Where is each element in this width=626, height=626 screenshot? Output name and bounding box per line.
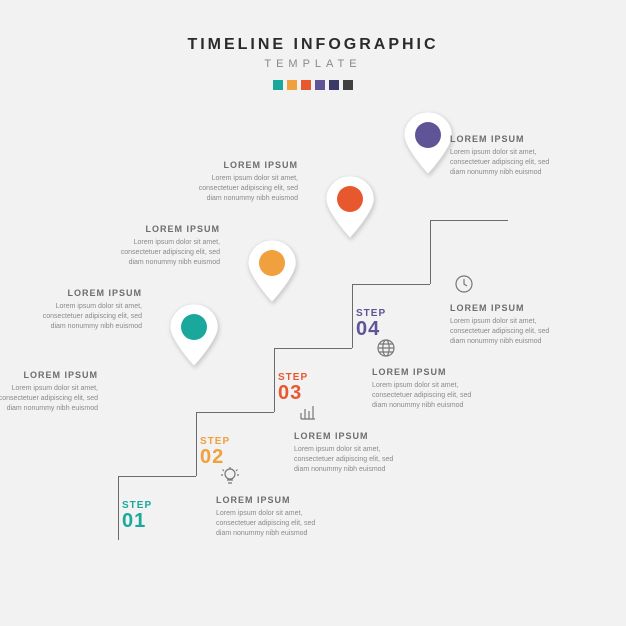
text-body: Lorem ipsum dolor sit amet, consectetuer… <box>0 384 98 414</box>
step-label: STEP01 <box>122 500 152 531</box>
text-body: Lorem ipsum dolor sit amet, consectetuer… <box>216 509 316 539</box>
stair-riser <box>196 412 197 476</box>
map-pin <box>170 304 218 366</box>
text-block: LOREM IPSUM Lorem ipsum dolor sit amet, c… <box>0 370 98 414</box>
text-heading: LOREM IPSUM <box>120 224 220 234</box>
map-pin <box>326 176 374 238</box>
text-heading: LOREM IPSUM <box>198 160 298 170</box>
text-body: Lorem ipsum dolor sit amet, consectetuer… <box>42 302 142 332</box>
text-block: LOREM IPSUM Lorem ipsum dolor sit amet, c… <box>120 224 220 268</box>
text-heading: LOREM IPSUM <box>294 431 394 441</box>
step-label: STEP04 <box>356 308 386 339</box>
stair-riser <box>430 220 431 284</box>
text-block: LOREM IPSUM Lorem ipsum dolor sit amet, c… <box>216 495 316 539</box>
step-label: STEP03 <box>278 372 308 403</box>
bulb-icon <box>220 466 240 486</box>
step-number: 01 <box>122 511 152 531</box>
text-block: LOREM IPSUM Lorem ipsum dolor sit amet, c… <box>450 134 550 178</box>
text-block: LOREM IPSUM Lorem ipsum dolor sit amet, c… <box>42 288 142 332</box>
text-heading: LOREM IPSUM <box>0 370 98 380</box>
text-block: LOREM IPSUM Lorem ipsum dolor sit amet, c… <box>294 431 394 475</box>
text-block: LOREM IPSUM Lorem ipsum dolor sit amet, c… <box>198 160 298 204</box>
stair-tread <box>352 284 430 285</box>
bars-icon <box>298 402 318 422</box>
stair-tread <box>430 220 508 221</box>
text-heading: LOREM IPSUM <box>450 134 550 144</box>
stair-riser <box>274 348 275 412</box>
text-body: Lorem ipsum dolor sit amet, consectetuer… <box>294 445 394 475</box>
infographic-canvas: STEP01 LOREM IPSUM Lorem ipsum dolor sit a… <box>0 0 626 626</box>
map-pin <box>404 112 452 174</box>
step-number: 03 <box>278 383 308 403</box>
text-body: Lorem ipsum dolor sit amet, consectetuer… <box>198 174 298 204</box>
text-heading: LOREM IPSUM <box>372 367 472 377</box>
text-heading: LOREM IPSUM <box>450 303 550 313</box>
step-number: 04 <box>356 319 386 339</box>
stair-tread <box>196 412 274 413</box>
stair-tread <box>118 476 196 477</box>
step-number: 02 <box>200 447 230 467</box>
text-body: Lorem ipsum dolor sit amet, consectetuer… <box>450 148 550 178</box>
text-block: LOREM IPSUM Lorem ipsum dolor sit amet, c… <box>450 303 550 347</box>
text-body: Lorem ipsum dolor sit amet, consectetuer… <box>450 317 550 347</box>
stair-riser <box>118 476 119 540</box>
map-pin <box>248 240 296 302</box>
text-body: Lorem ipsum dolor sit amet, consectetuer… <box>372 381 472 411</box>
text-heading: LOREM IPSUM <box>42 288 142 298</box>
text-body: Lorem ipsum dolor sit amet, consectetuer… <box>120 238 220 268</box>
clock-icon <box>454 274 474 294</box>
stair-tread <box>274 348 352 349</box>
text-heading: LOREM IPSUM <box>216 495 316 505</box>
globe-icon <box>376 338 396 358</box>
step-label: STEP02 <box>200 436 230 467</box>
text-block: LOREM IPSUM Lorem ipsum dolor sit amet, c… <box>372 367 472 411</box>
stair-riser <box>352 284 353 348</box>
